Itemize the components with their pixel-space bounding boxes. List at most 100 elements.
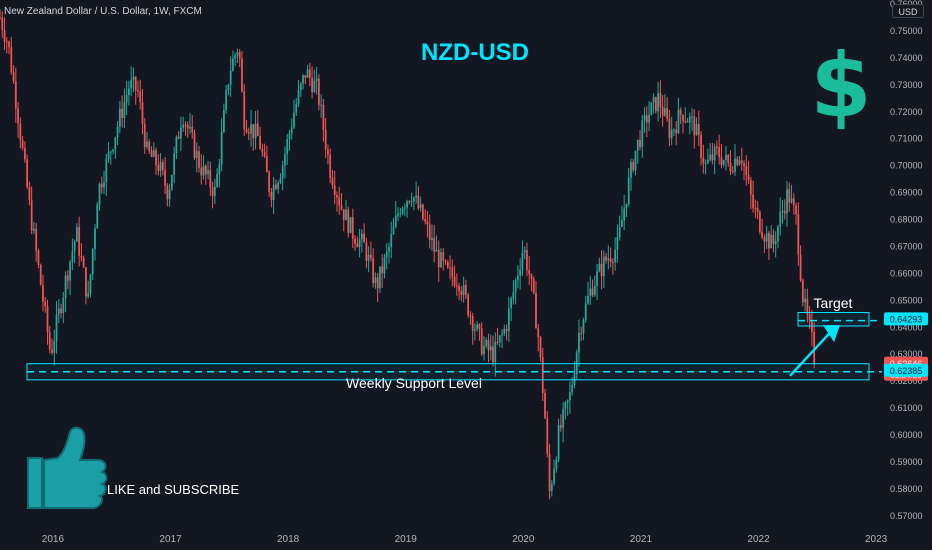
candle-body <box>677 109 680 134</box>
candle-body <box>584 303 587 320</box>
candle-body <box>358 239 361 247</box>
candle-body <box>792 198 795 206</box>
candle-body <box>94 228 96 249</box>
candle-body <box>193 132 196 159</box>
candle-body <box>546 418 549 454</box>
candle-body <box>471 316 474 331</box>
candle-body <box>716 146 718 148</box>
candle-body <box>480 328 483 355</box>
candle-body <box>720 157 723 165</box>
candle-body <box>453 276 456 286</box>
candle-body <box>340 205 343 210</box>
price-label-target-bg[interactable] <box>884 312 928 326</box>
price-axis[interactable]: 0.760000.750000.740000.730000.720000.710… <box>884 0 928 521</box>
currency-badge[interactable]: USD <box>892 4 924 18</box>
candle-body <box>428 224 431 241</box>
target-arrow-head[interactable] <box>823 325 840 343</box>
candle-body <box>161 162 164 171</box>
candle-body <box>401 208 404 214</box>
candle-body <box>797 213 800 255</box>
candle-body <box>625 203 628 209</box>
candle-body <box>505 328 508 331</box>
candle-body <box>272 184 275 201</box>
candle-body <box>749 180 752 195</box>
candle-body <box>487 339 490 351</box>
price-label-support[interactable]: 0.62385 <box>890 366 923 376</box>
candle-body <box>799 254 802 281</box>
candle-body <box>566 400 569 403</box>
thumb-hand <box>43 426 108 509</box>
price-tick-label: 0.65000 <box>890 295 923 305</box>
candle-body <box>668 118 671 139</box>
candle-body <box>544 392 546 419</box>
target-arrow-shaft[interactable] <box>789 331 831 377</box>
candle-body <box>182 124 185 128</box>
candle-body <box>507 308 510 331</box>
candle-body <box>661 106 664 116</box>
candle-body <box>634 150 637 171</box>
candle-body <box>333 185 336 196</box>
target-zone[interactable] <box>797 311 870 327</box>
candle-body <box>598 263 601 272</box>
candle-body <box>478 324 481 329</box>
candle-body <box>130 79 133 89</box>
candle-body <box>107 151 110 159</box>
candle-body <box>663 108 666 116</box>
symbol-title[interactable]: New Zealand Dollar / U.S. Dollar, 1W, FX… <box>4 6 202 17</box>
candle-body <box>121 108 124 118</box>
candle-body <box>12 72 15 82</box>
candle-body <box>216 173 219 187</box>
candle-body <box>593 285 596 296</box>
candle-body <box>48 332 51 350</box>
candle-body <box>609 258 612 263</box>
candle-body <box>498 335 501 343</box>
candle-body <box>96 204 99 229</box>
candle-body <box>374 277 377 284</box>
candle-body <box>743 163 745 167</box>
candle-body <box>383 257 386 274</box>
candle-body <box>177 136 180 139</box>
candle-body <box>225 90 228 111</box>
candle-body <box>159 162 162 171</box>
candle-body <box>639 139 641 148</box>
candle-body <box>659 93 662 107</box>
candle-body <box>150 150 153 157</box>
candle-body <box>152 150 155 157</box>
candle-body <box>392 226 395 235</box>
candle-body <box>397 213 399 216</box>
candle-body <box>8 41 10 47</box>
candle-body <box>422 204 424 219</box>
candle-body <box>512 291 515 299</box>
candle-body <box>630 162 632 178</box>
price-label-support-bg[interactable] <box>884 363 928 377</box>
candle-body <box>607 258 610 261</box>
candle-body <box>761 231 764 238</box>
candle-body <box>550 483 553 492</box>
price-label-current[interactable]: 0.62646 <box>890 359 923 369</box>
candle-body <box>474 329 476 331</box>
candle-body <box>308 69 311 78</box>
time-axis[interactable]: 2016 2017 2018 2019 2020 2021 2022 2023 <box>42 534 888 545</box>
price-tick-label: 0.60000 <box>890 430 923 440</box>
candle-body <box>209 170 212 188</box>
candle-body <box>691 116 693 118</box>
thumbs-up-icon[interactable] <box>27 426 108 509</box>
candle-body <box>650 102 653 116</box>
price-label-target[interactable]: 0.64293 <box>890 314 923 324</box>
price-tick-label: 0.74000 <box>890 53 923 63</box>
candle-body <box>804 298 807 303</box>
candle-body <box>562 408 565 428</box>
candle-body <box>521 252 524 270</box>
candle-body <box>403 207 406 209</box>
candle-body <box>469 315 472 317</box>
candle-body <box>116 126 119 138</box>
candle-body <box>53 340 56 353</box>
candle-body <box>494 341 497 363</box>
candle-body <box>379 266 381 289</box>
candle-body <box>247 132 250 134</box>
candle-body <box>105 158 108 183</box>
price-tick-label: 0.63000 <box>890 349 923 359</box>
candle-body <box>91 248 94 275</box>
